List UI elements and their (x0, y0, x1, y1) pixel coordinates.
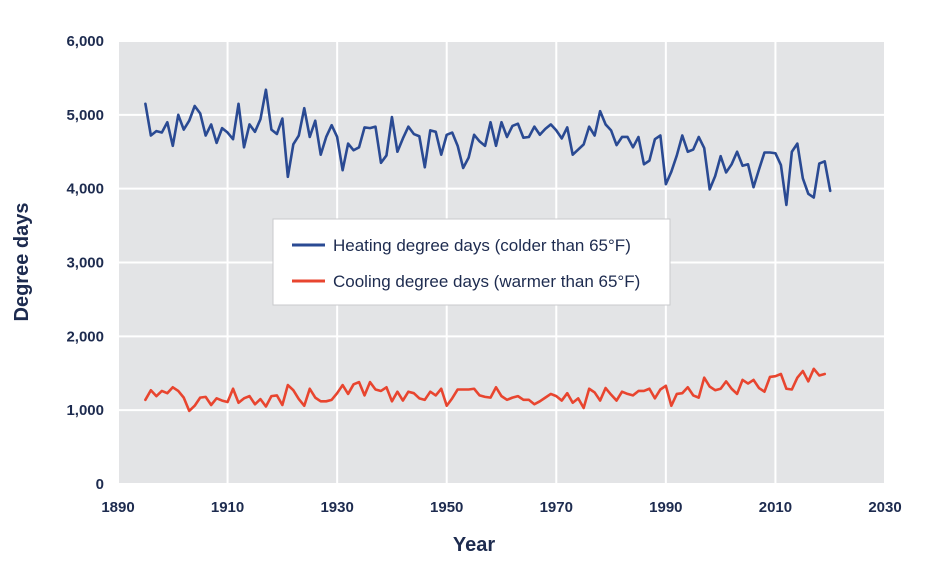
x-tick-label: 1910 (211, 499, 244, 516)
x-tick-label: 1930 (320, 499, 353, 516)
y-tick-label: 6,000 (66, 33, 104, 50)
legend: Heating degree days (colder than 65°F) C… (272, 218, 671, 306)
x-tick-label: 2030 (868, 499, 901, 516)
x-axis-tick-labels: 1890 1910 1930 1950 1970 1990 2010 2030 (101, 499, 901, 516)
legend-box (272, 218, 671, 306)
y-tick-label: 2,000 (66, 328, 104, 345)
y-tick-label: 3,000 (66, 255, 104, 272)
x-tick-label: 1990 (649, 499, 682, 516)
y-axis-title: Degree days (11, 203, 33, 322)
x-tick-label: 1890 (101, 499, 134, 516)
x-tick-label: 1950 (430, 499, 463, 516)
legend-label-heating: Heating degree days (colder than 65°F) (333, 236, 631, 255)
x-tick-label: 2010 (759, 499, 792, 516)
x-axis-title: Year (453, 534, 495, 556)
series-lines (144, 88, 832, 413)
y-tick-label: 0 (96, 476, 104, 493)
x-tick-label: 1970 (540, 499, 573, 516)
y-axis-tick-labels: 0 1,000 2,000 3,000 4,000 5,000 6,000 (66, 33, 104, 493)
cooling-degree-days-line (144, 367, 827, 413)
heating-degree-days-line (144, 88, 832, 207)
legend-label-cooling: Cooling degree days (warmer than 65°F) (333, 272, 640, 291)
y-tick-label: 5,000 (66, 107, 104, 124)
y-tick-label: 4,000 (66, 181, 104, 198)
y-tick-label: 1,000 (66, 402, 104, 419)
